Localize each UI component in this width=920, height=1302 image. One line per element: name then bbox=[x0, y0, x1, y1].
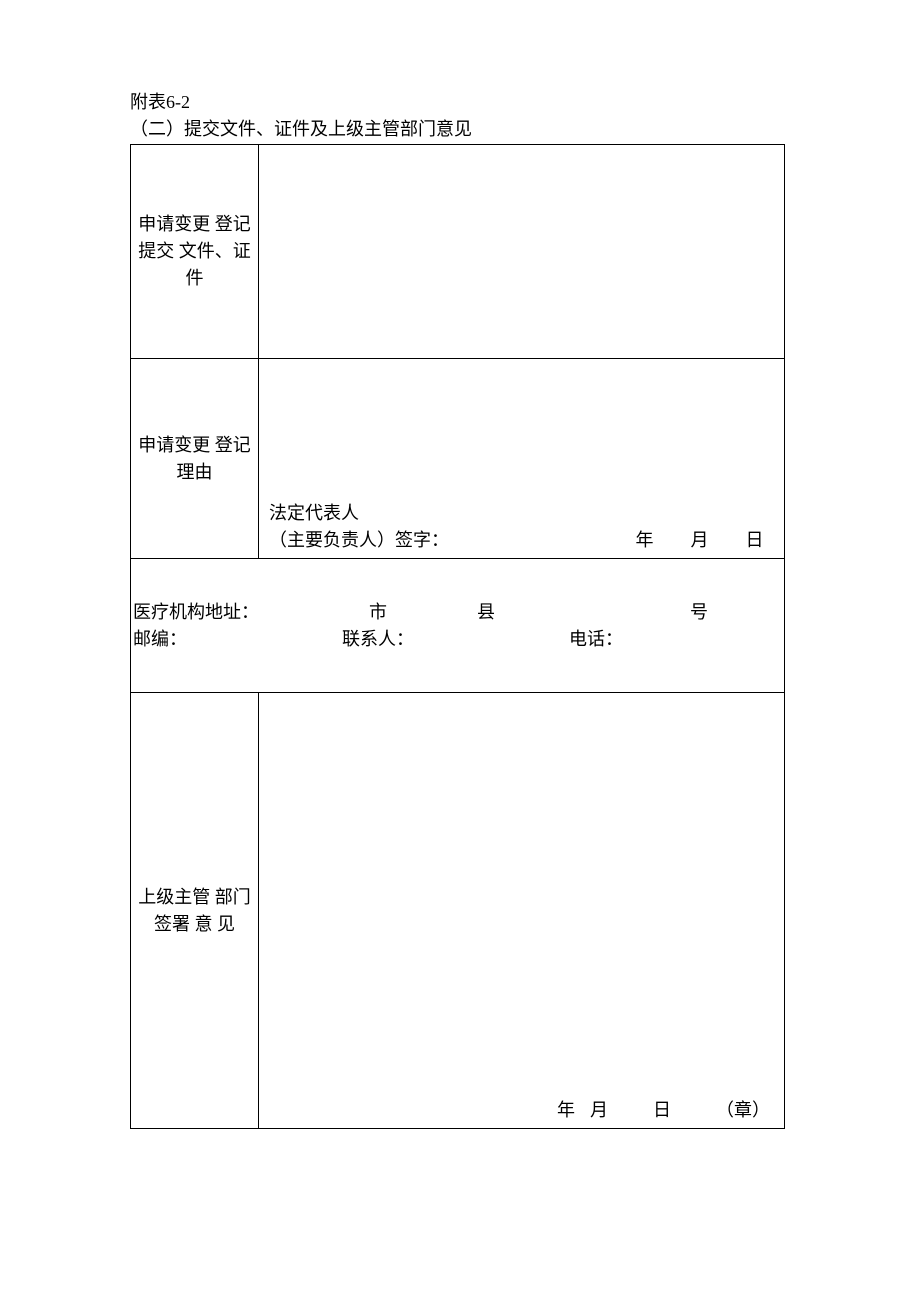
day-label: 日 bbox=[653, 1100, 671, 1120]
row1-label: 申请变更 登记提交 文件、证 件 bbox=[131, 145, 259, 359]
table-row: 上级主管 部门签署 意 见 年 月 日 （章） bbox=[131, 693, 785, 1129]
address-line: 医疗机构地址： 市 县 号 bbox=[133, 599, 778, 626]
table-row: 申请变更 登记提交 文件、证 件 bbox=[131, 145, 785, 359]
table-row: 医疗机构地址： 市 县 号 邮编： 联系人： 电话： bbox=[131, 559, 785, 693]
dept-date-seal: 年 月 日 （章） bbox=[557, 1096, 770, 1122]
contact-line: 邮编： 联系人： 电话： bbox=[133, 626, 778, 657]
attach-label: 附表6-2 bbox=[130, 90, 800, 115]
county-label: 县 bbox=[477, 599, 495, 626]
page: 附表6-2 （二）提交文件、证件及上级主管部门意见 申请变更 登记提交 文件、证… bbox=[0, 0, 920, 1129]
signature-block: 法定代表人 （主要负责人）签字： 年 月 日 bbox=[269, 500, 774, 554]
signature-date: 年 月 日 bbox=[591, 527, 774, 554]
number-label: 号 bbox=[690, 599, 708, 626]
row1-content bbox=[259, 145, 785, 359]
year-label: 年 bbox=[557, 1100, 575, 1120]
section-title: （二）提交文件、证件及上级主管部门意见 bbox=[130, 117, 800, 142]
rep-label: 法定代表人 bbox=[269, 500, 774, 527]
row2-content: 法定代表人 （主要负责人）签字： 年 月 日 bbox=[259, 359, 785, 559]
month-label: 月 bbox=[590, 1100, 608, 1120]
zip-label: 邮编： bbox=[133, 626, 187, 653]
form-table: 申请变更 登记提交 文件、证 件 申请变更 登记理由 法定代表人 （主要负责人）… bbox=[130, 144, 785, 1129]
day-label: 日 bbox=[746, 527, 764, 554]
seal-label: （章） bbox=[716, 1100, 770, 1120]
address-cell: 医疗机构地址： 市 县 号 邮编： 联系人： 电话： bbox=[131, 559, 785, 693]
phone-label: 电话： bbox=[569, 626, 623, 653]
row4-content: 年 月 日 （章） bbox=[259, 693, 785, 1129]
contact-label: 联系人： bbox=[342, 626, 414, 653]
row4-label: 上级主管 部门签署 意 见 bbox=[131, 693, 259, 1129]
addr-label: 医疗机构地址： bbox=[133, 599, 259, 626]
month-label: 月 bbox=[691, 527, 709, 554]
responsible-label: （主要负责人）签字： bbox=[269, 527, 449, 554]
table-row: 申请变更 登记理由 法定代表人 （主要负责人）签字： 年 月 日 bbox=[131, 359, 785, 559]
row2-label: 申请变更 登记理由 bbox=[131, 359, 259, 559]
city-label: 市 bbox=[369, 599, 387, 626]
year-label: 年 bbox=[636, 527, 654, 554]
